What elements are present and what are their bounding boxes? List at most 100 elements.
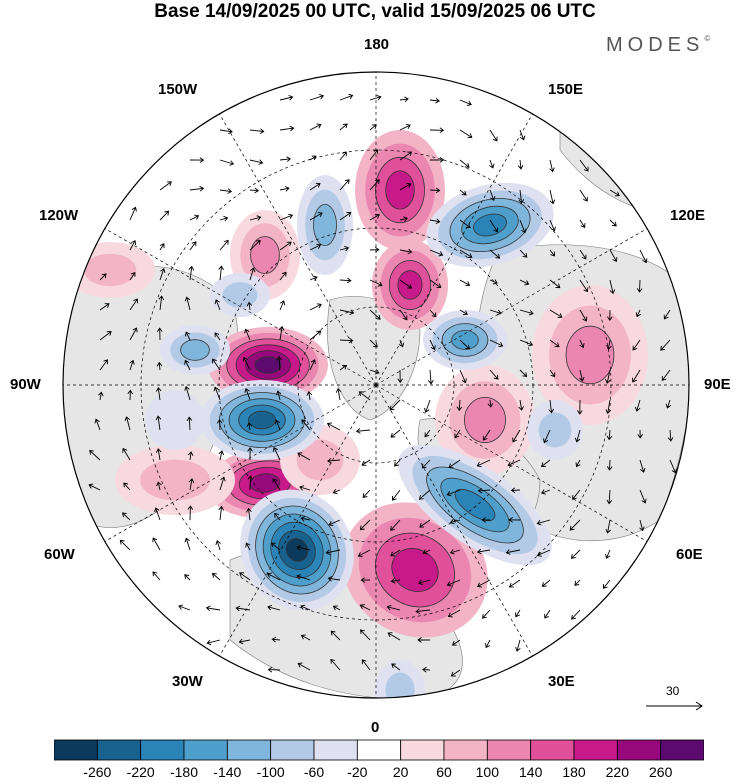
brand-name: MODES (606, 34, 705, 56)
wind-vector-89 (279, 271, 287, 281)
label-120w: 120W (39, 207, 79, 224)
wind-vector-150 (339, 364, 348, 371)
wind-vector-45 (549, 189, 556, 205)
anomaly-region-7-2 (250, 236, 280, 274)
anomaly-region-6-2 (463, 396, 506, 443)
wind-vector-114 (459, 309, 468, 316)
wind-vector-182 (94, 418, 101, 431)
wind-vector-271 (476, 548, 491, 555)
wind-vector-308 (271, 636, 281, 643)
wind-vector-255 (536, 519, 551, 526)
wind-vector-136 (519, 339, 534, 347)
wind-vector-74 (399, 248, 413, 255)
wind-vector-15 (459, 129, 473, 139)
reference-vector-label: 30 (666, 684, 680, 698)
wind-vector-11 (339, 123, 348, 131)
wind-vector-279 (239, 572, 251, 581)
wind-vector-322 (422, 666, 431, 673)
wind-vector-225 (188, 478, 195, 491)
wind-vector-110 (339, 309, 355, 316)
wind-vector-25 (399, 151, 413, 161)
wind-vector-313 (417, 637, 431, 643)
wind-vector-105 (184, 296, 191, 311)
wind-vector-248 (328, 519, 341, 527)
wind-vector-103 (129, 298, 138, 311)
wind-vector-0 (279, 94, 294, 101)
wind-vector-234 (446, 489, 461, 497)
wind-vector-124 (156, 327, 163, 341)
wind-vector-146 (212, 358, 221, 371)
wind-vector-37 (309, 182, 321, 191)
wind-vector-144 (156, 361, 163, 371)
wind-vector-221 (669, 459, 677, 474)
wind-vector-62 (549, 219, 556, 232)
colorbar-swatch-3 (183, 739, 228, 761)
wind-vector-269 (422, 549, 431, 555)
label-60w: 60W (44, 546, 75, 563)
wind-vector-304 (544, 609, 551, 619)
wind-vector-315 (485, 639, 491, 649)
wind-vector-259 (119, 539, 131, 551)
wind-vector-311 (359, 629, 371, 641)
meridian-4 (375, 384, 648, 542)
wind-vector-253 (481, 517, 490, 523)
wind-vector-185 (186, 416, 193, 431)
brand-copyright: © (704, 34, 711, 43)
wind-vector-73 (369, 246, 380, 253)
wind-vector-244 (218, 505, 224, 521)
anomaly-region-18-1 (538, 412, 572, 448)
wind-vector-235 (477, 487, 491, 494)
colorbar-swatch-4 (226, 739, 272, 761)
wind-vector-165 (184, 385, 191, 401)
wind-vector-70 (279, 241, 292, 251)
wind-vector-55 (339, 212, 352, 221)
wind-vector-246 (274, 512, 281, 521)
wind-vector-263 (245, 542, 251, 551)
wind-vector-177 (548, 399, 554, 414)
wind-vector-181 (665, 399, 672, 409)
wind-vector-12 (369, 124, 377, 131)
wind-vector-276 (152, 571, 161, 581)
anomaly-region-15-3 (451, 330, 479, 350)
wind-vector-126 (214, 332, 221, 341)
wind-vector-54 (309, 212, 323, 221)
wind-vector-5 (429, 97, 440, 104)
wind-vector-122 (99, 331, 112, 341)
wind-vector-194 (454, 429, 461, 439)
wind-vector-83 (99, 273, 107, 281)
wind-vector-272 (505, 549, 521, 555)
wind-vector-282 (327, 575, 341, 582)
wind-vector-121 (663, 309, 671, 320)
wind-vector-168 (275, 390, 282, 401)
wind-vector-35 (249, 187, 260, 194)
wind-vector-202 (89, 449, 101, 461)
wind-vector-273 (536, 549, 551, 557)
wind-vector-142 (99, 359, 108, 371)
wind-vector-210 (327, 458, 341, 464)
wind-vector-233 (418, 489, 431, 500)
wind-vector-131 (369, 339, 378, 348)
meridian-8 (104, 384, 377, 542)
label-150w: 150W (158, 81, 198, 98)
wind-vector-275 (605, 549, 611, 559)
wind-vector-213 (421, 459, 431, 469)
wind-vector-306 (206, 639, 221, 646)
wind-vector-267 (357, 549, 371, 558)
map-border (62, 71, 690, 699)
wind-vector-294 (235, 605, 251, 612)
wind-vector-80 (579, 249, 587, 260)
meridian-10 (104, 228, 377, 386)
wind-vector-216 (507, 459, 521, 467)
wind-vector-132 (398, 339, 405, 348)
wind-vector-241 (122, 512, 131, 521)
wind-vector-127 (244, 328, 251, 341)
wind-vector-48 (129, 206, 137, 221)
wind-vector-14 (429, 127, 445, 133)
wind-vector-90 (309, 275, 318, 281)
wind-vector-88 (249, 267, 256, 281)
wind-vector-47 (609, 189, 620, 197)
colorbar-tick-label: 140 (519, 764, 543, 780)
wind-vector-52 (249, 215, 262, 221)
wind-vector-211 (361, 459, 371, 466)
wind-vector-81 (609, 249, 618, 262)
